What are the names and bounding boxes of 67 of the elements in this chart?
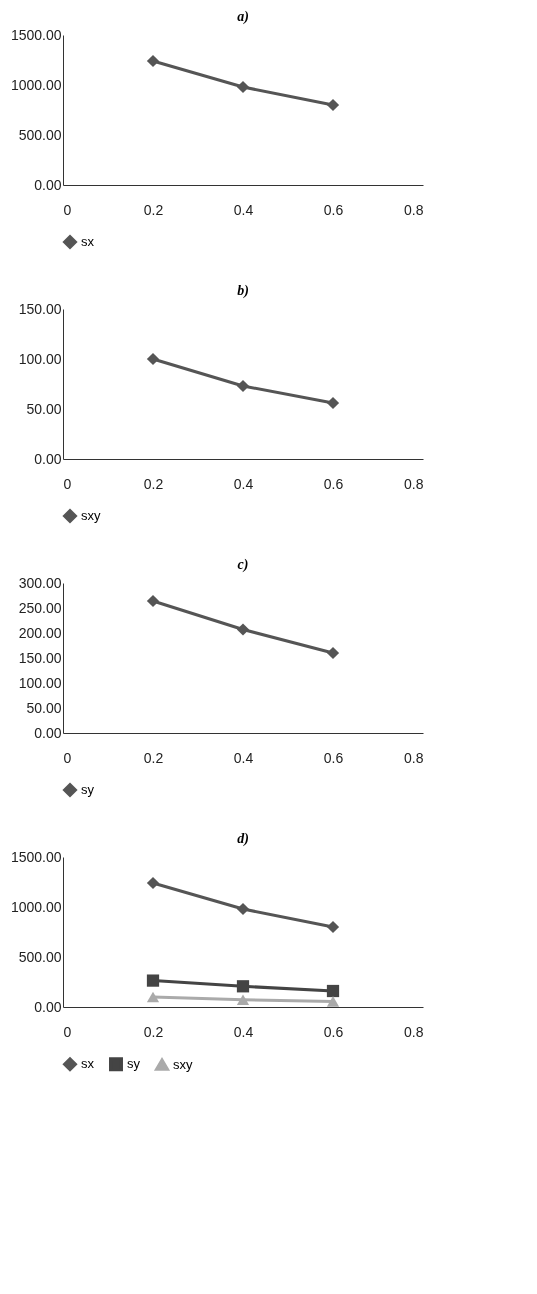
y-tick-label: 50.00: [26, 699, 62, 716]
x-tick-label: 0: [63, 475, 72, 492]
y-tick-label: 150.00: [18, 300, 62, 317]
point: [326, 996, 340, 1007]
x-tick-label: 0.4: [233, 749, 254, 766]
point: [326, 984, 340, 998]
x-tick-label: 0.2: [143, 475, 164, 492]
y-tick-label: 500.00: [18, 126, 62, 143]
y-tick-label: 0.00: [34, 176, 62, 193]
y-tick-label: 1000.00: [10, 76, 62, 93]
point: [326, 646, 340, 660]
point: [236, 80, 250, 94]
point: [146, 594, 160, 608]
y-tick-label: 150.00: [18, 649, 62, 666]
x-tick-label: 0.6: [323, 749, 344, 766]
x-tick-label: 0.2: [143, 201, 164, 218]
chart-title: b): [237, 283, 249, 299]
legend-label: sx: [81, 1056, 95, 1072]
y-tick-label: 50.00: [26, 400, 62, 417]
x-tick-label: 0: [63, 749, 72, 766]
point: [146, 991, 160, 1003]
point: [146, 352, 160, 366]
point: [236, 902, 250, 916]
point: [236, 980, 250, 993]
y-tick-label: 100.00: [18, 350, 62, 367]
x-tick-label: 0: [63, 201, 72, 218]
x-tick-label: 0.2: [143, 1023, 164, 1040]
point: [146, 876, 160, 890]
y-tick-label: 1000.00: [10, 898, 62, 915]
x-tick-label: 0.4: [233, 1023, 254, 1040]
y-tick-label: 200.00: [18, 624, 62, 641]
point: [326, 920, 340, 934]
x-tick-label: 0.2: [143, 749, 164, 766]
y-tick-label: 0.00: [34, 998, 62, 1015]
point: [326, 396, 340, 410]
y-tick-label: 1500.00: [10, 26, 62, 43]
legend-label: sx: [81, 234, 95, 249]
x-tick-label: 0.6: [323, 201, 344, 218]
point: [326, 98, 340, 112]
legend-label: sxy: [173, 1056, 193, 1072]
x-tick-label: 0.8: [404, 201, 424, 218]
chart-title: c): [237, 557, 249, 573]
point: [236, 623, 250, 636]
y-tick-label: 100.00: [18, 674, 62, 691]
x-tick-label: 0.8: [404, 475, 424, 492]
x-tick-label: 0: [63, 1023, 72, 1040]
legend-label: sxy: [81, 508, 101, 523]
x-tick-label: 0.4: [233, 475, 254, 492]
y-tick-label: 1500.00: [10, 848, 62, 865]
point: [236, 379, 250, 393]
y-tick-label: 300.00: [18, 574, 62, 591]
chart-title: d): [237, 831, 249, 847]
y-tick-label: 0.00: [34, 724, 62, 741]
legend-label: sy: [127, 1056, 141, 1072]
y-tick-label: 500.00: [18, 948, 62, 965]
point: [146, 54, 160, 68]
point: [146, 974, 160, 987]
legend-label: sy: [81, 782, 95, 797]
x-tick-label: 0.6: [323, 475, 344, 492]
x-tick-label: 0.8: [404, 749, 424, 766]
x-tick-label: 0.8: [404, 1023, 424, 1040]
y-tick-label: 0.00: [34, 450, 62, 467]
y-tick-label: 250.00: [18, 599, 62, 616]
point: [236, 994, 250, 1005]
chart-title: a): [237, 9, 249, 25]
x-tick-label: 0.4: [233, 201, 254, 218]
x-tick-label: 0.6: [323, 1023, 344, 1040]
